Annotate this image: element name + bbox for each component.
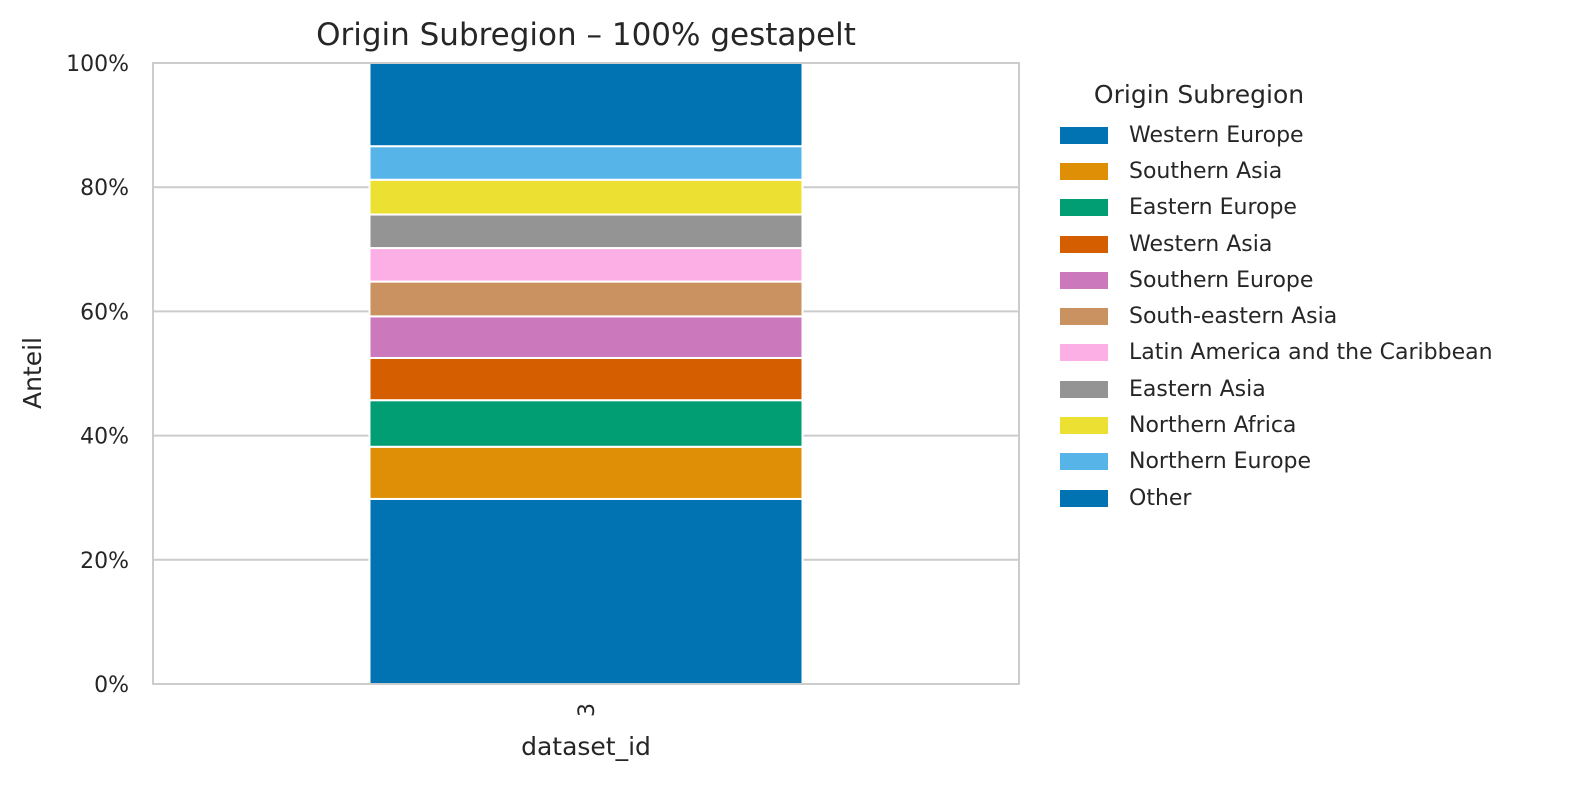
x-tick-label: 3 [575,703,600,717]
legend-swatch [1060,453,1108,471]
legend-label: Southern Europe [1129,267,1314,293]
y-tick-label: 100% [66,52,129,77]
legend-item: Southern Europe [1060,262,1570,298]
legend-label: South-eastern Asia [1129,304,1338,330]
legend-label: Southern Asia [1129,158,1283,184]
legend-swatch [1060,489,1108,507]
legend-swatch [1060,199,1108,217]
legend-item: Southern Asia [1060,153,1570,189]
chart-title: Origin Subregion – 100% gestapelt [316,17,856,53]
legend-swatch [1060,271,1108,289]
x-axis-ticks: 3 [575,703,600,717]
legend-item: South-eastern Asia [1060,298,1570,334]
legend-items: Western Europe Southern Asia Eastern Europ… [1060,117,1570,516]
legend-swatch [1060,417,1108,435]
legend-label: Eastern Asia [1129,376,1266,402]
legend-swatch [1060,126,1108,144]
bar-segment [368,62,804,148]
legend-label: Other [1129,485,1192,511]
legend: Origin Subregion Western Europe Southern … [1060,80,1570,516]
bar-segment [368,497,804,685]
y-tick-label: 0% [94,673,129,698]
legend-item: Other [1060,480,1570,516]
legend-title: Origin Subregion [1093,80,1305,109]
y-tick-label: 40% [80,425,129,450]
legend-swatch [1060,344,1108,362]
legend-label: Latin America and the Caribbean [1129,340,1493,366]
bar-segment [368,315,804,359]
y-tick-label: 20% [80,549,129,574]
y-tick-label: 80% [80,176,129,201]
legend-swatch [1060,380,1108,398]
bar-segment [368,247,804,283]
bar-segment [368,399,804,448]
legend-item: Northern Africa [1060,407,1570,443]
bar-segment [368,178,804,216]
legend-item: Eastern Asia [1060,371,1570,407]
legend-item: Northern Europe [1060,444,1570,480]
y-axis-label: Anteil [18,337,47,409]
y-tick-label: 60% [80,300,129,325]
legend-swatch [1060,162,1108,180]
legend-item: Western Europe [1060,117,1570,153]
legend-label: Northern Africa [1129,413,1297,439]
y-axis-ticks: 0% 20% 40% 60% 80% 100% [66,52,129,698]
stacked-bar [368,62,804,685]
bar-segment [368,213,804,250]
legend-item: Western Asia [1060,226,1570,262]
plot-frame [152,62,1020,685]
legend-label: Western Europe [1129,122,1304,148]
legend-swatch [1060,308,1108,326]
x-axis-label: dataset_id [521,732,651,761]
legend-label: Eastern Europe [1129,195,1297,221]
legend-label: Northern Europe [1129,449,1312,475]
bar-segment [368,445,804,500]
bar-segment [368,280,804,318]
legend-item: Latin America and the Caribbean [1060,335,1570,371]
legend-label: Western Asia [1129,231,1273,257]
bar-segment [368,145,804,181]
legend-swatch [1060,235,1108,253]
bar-segment [368,356,804,402]
legend-item: Eastern Europe [1060,190,1570,226]
